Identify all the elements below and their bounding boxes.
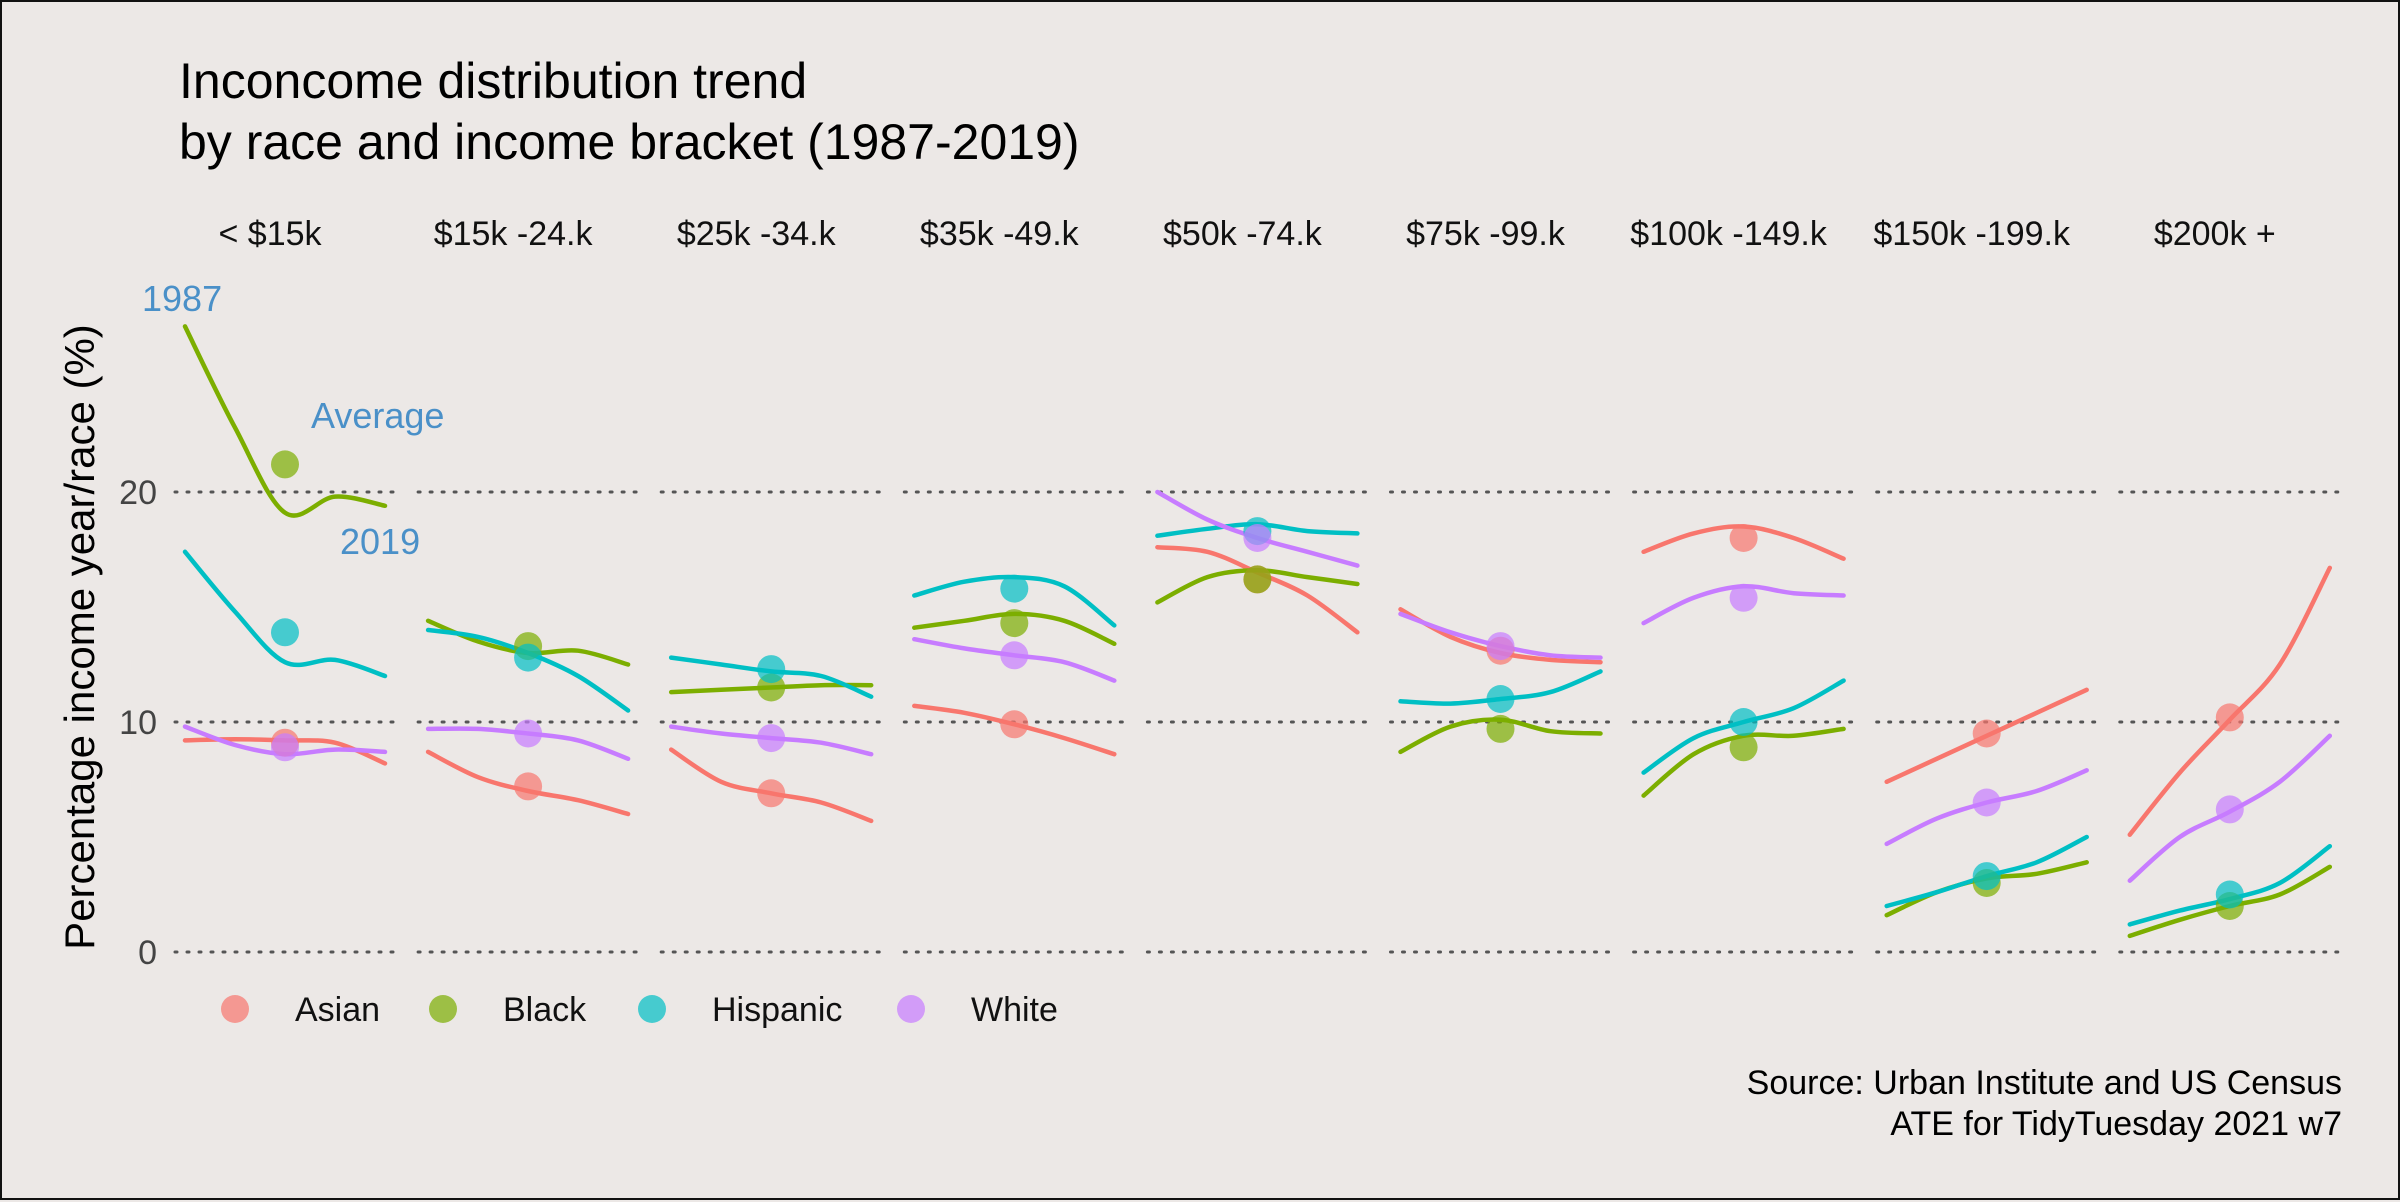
average-point-white: [1243, 524, 1272, 552]
facet-label: $75k -99.k: [1406, 215, 1566, 253]
average-point-hispanic: [514, 643, 543, 672]
legend-label-white: White: [971, 991, 1058, 1029]
legend-key-black: [429, 995, 457, 1023]
legend-key-asian: [221, 995, 249, 1023]
average-point-asian: [514, 772, 543, 801]
gridlines: [173, 490, 2342, 954]
average-point-hispanic: [1729, 708, 1758, 736]
average-point-white: [1729, 583, 1758, 612]
average-point-white: [2215, 795, 2244, 824]
average-point-white: [271, 733, 299, 762]
annotation-average: Average: [311, 395, 444, 436]
average-point-white: [514, 719, 543, 748]
legend-label-hispanic: Hispanic: [712, 991, 842, 1029]
average-point-white: [1000, 641, 1029, 670]
trend-lines: [182, 324, 2333, 939]
average-point-hispanic: [757, 655, 786, 684]
facet-label: $150k -199.k: [1873, 215, 2071, 253]
facet-label: < $15k: [218, 215, 322, 253]
average-point-white: [1486, 632, 1515, 661]
facet-label: $200k +: [2154, 215, 2276, 253]
facet-label: $35k -49.k: [920, 215, 1080, 253]
facet-label: $15k -24.k: [434, 215, 594, 253]
average-point-asian: [1000, 710, 1029, 739]
average-point-white: [1972, 788, 2001, 817]
annotation-end-year: 2019: [340, 521, 420, 562]
facet-label: $100k -149.k: [1630, 215, 1828, 253]
average-point-black: [1243, 565, 1272, 594]
y-tick-label: 0: [138, 934, 157, 972]
y-axis-ticks: 0 10 20: [119, 474, 157, 972]
average-point-hispanic: [1486, 685, 1515, 713]
legend-label-black: Black: [503, 991, 587, 1029]
average-point-asian: [1729, 524, 1758, 552]
average-point-hispanic: [271, 618, 299, 647]
chart-title-line1: Inconcome distribution trend: [179, 53, 807, 109]
caption-author: ATE for TidyTuesday 2021 w7: [1890, 1105, 2342, 1143]
legend-key-white: [897, 995, 925, 1023]
average-point-asian: [1972, 719, 2001, 748]
average-point-hispanic: [1000, 574, 1029, 603]
average-point-hispanic: [1972, 862, 2001, 891]
average-point-hispanic: [2215, 880, 2244, 909]
legend: Asian Black Hispanic White: [221, 991, 1058, 1029]
annotation-start-year: 1987: [142, 278, 222, 319]
trend-line-black: [182, 324, 388, 518]
facet-label: $50k -74.k: [1163, 215, 1323, 253]
y-tick-label: 10: [119, 704, 157, 742]
average-point-white: [757, 724, 786, 753]
average-point-black: [271, 450, 299, 479]
legend-key-hispanic: [638, 995, 666, 1023]
y-tick-label: 20: [119, 474, 157, 512]
average-point-black: [1486, 714, 1515, 743]
facet-labels: < $15k $15k -24.k $25k -34.k $35k -49.k $50k…: [218, 215, 2275, 253]
facet-label: $25k -34.k: [677, 215, 837, 253]
trend-line-asian: [2127, 565, 2333, 837]
y-axis-label: Percentage income year/race (%): [56, 324, 103, 950]
legend-label-asian: Asian: [295, 991, 380, 1029]
chart-title-line2: by race and income bracket (1987-2019): [179, 114, 1080, 170]
average-points: [271, 450, 2244, 920]
average-point-black: [1000, 609, 1029, 638]
average-point-asian: [757, 779, 786, 808]
caption-source: Source: Urban Institute and US Census: [1747, 1064, 2342, 1102]
average-point-black: [1729, 733, 1758, 762]
average-point-asian: [2215, 703, 2244, 732]
trend-line-hispanic: [182, 549, 388, 679]
